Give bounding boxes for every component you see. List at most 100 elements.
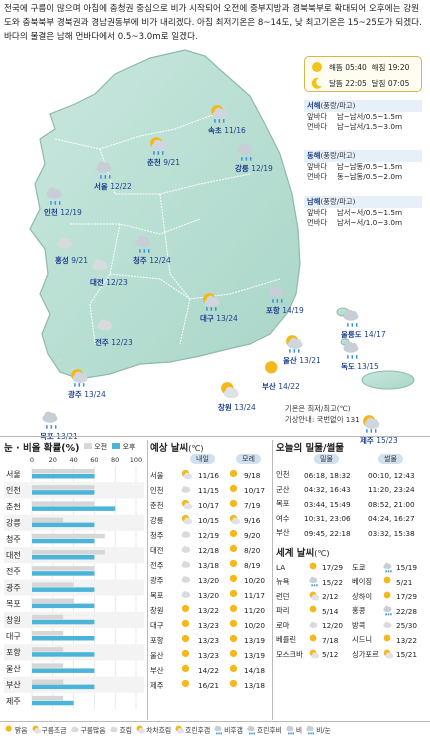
forecast-row: 대전 12/18 8/20 xyxy=(150,543,265,558)
sea-row-value: 동~남동/0.5~2.0m xyxy=(337,172,403,181)
tide-city: 인천 xyxy=(276,470,290,480)
fc-t2: 10/20 xyxy=(244,621,266,630)
city-temp: 13/24 xyxy=(84,390,106,399)
category-label: 대구 xyxy=(6,632,21,641)
city-temp: 12/22 xyxy=(110,182,132,191)
am-bar xyxy=(32,614,64,620)
city-name: 부산 xyxy=(262,382,276,391)
sea-row-label: 먼바다 xyxy=(307,172,328,181)
sun-icon xyxy=(228,498,244,513)
sun-cloud-icon xyxy=(308,590,322,605)
tick-80: 80 xyxy=(111,456,119,464)
rain-icon xyxy=(308,575,322,590)
sea-row-value: 남서~서/1.0~3.0m xyxy=(337,218,403,227)
sun-icon xyxy=(180,618,198,633)
legend-item: 흐린후비 xyxy=(246,724,282,737)
category-label: 광주 xyxy=(6,582,21,592)
pm-label: 오후 xyxy=(122,443,136,451)
world-city: 상하이 xyxy=(352,591,373,601)
pm-bar xyxy=(32,587,95,592)
legend-item: 흐림 xyxy=(109,724,132,737)
sea-row: 먼바다 동~남동/0.5~2.0m xyxy=(304,172,422,182)
city-temp: 12/19 xyxy=(251,164,273,173)
world-temp: 15/22 xyxy=(322,577,344,587)
rain-icon xyxy=(341,338,379,362)
legend-label: 차차흐림 xyxy=(146,726,172,735)
sunset-time: 19:20 xyxy=(387,63,410,72)
world-temp: 5/12 xyxy=(322,650,339,660)
cloud-icon xyxy=(382,619,396,634)
city-temp: 9/21 xyxy=(71,256,89,265)
fc-t1: 14/22 xyxy=(198,666,220,675)
world-temp: 5/21 xyxy=(396,577,413,587)
tick-100: 100 xyxy=(130,456,142,464)
fc-t1: 13/23 xyxy=(198,636,220,645)
pm-bar xyxy=(32,668,95,673)
legend-item: 구름조금 xyxy=(31,724,67,737)
sea-row: 앞바다 남~남동/0.5~1.5m xyxy=(304,162,422,172)
world-row: 뉴욕 15/22 베이징 5/21 xyxy=(276,575,417,590)
korea-map xyxy=(29,49,415,390)
forecast-table: 서울 11/16 9/18 인천 11/15 10/17 춘천 10/17 7/19 강릉 10/1… xyxy=(150,468,265,693)
am-bar xyxy=(32,566,95,571)
fc-t2: 10/17 xyxy=(244,486,266,495)
cloud-icon xyxy=(180,588,198,603)
tide-table: 인천 06:18, 18:32 00:10, 12:43 군산 04:32, 16:43… xyxy=(276,468,415,541)
world-row: LA 17/29 도쿄 15/19 xyxy=(276,561,417,576)
fc-t1: 10/17 xyxy=(198,501,220,510)
world-city: 도쿄 xyxy=(352,562,366,572)
world-row: 모스크바 5/12 싱가포르 15/21 xyxy=(276,648,417,663)
category-label: 전주 xyxy=(6,566,21,576)
sea-row-label: 앞바다 xyxy=(307,112,328,121)
fc-t2: 13/19 xyxy=(244,636,266,645)
category-label: 강릉 xyxy=(6,518,21,528)
city-name: 대전 xyxy=(90,278,104,287)
forecast-row: 춘천 10/17 7/19 xyxy=(150,498,265,513)
sunrise-time: 05:40 xyxy=(345,63,367,72)
fc-t1: 13/20 xyxy=(198,576,220,585)
am-bar xyxy=(32,695,64,701)
rain-icon xyxy=(382,561,396,576)
info-line: 기상안내: 국번없이 131 xyxy=(285,415,360,424)
forecast-row: 인천 11/15 10/17 xyxy=(150,483,265,498)
legend-label: 구름많음 xyxy=(80,726,106,735)
fc-t1: 12/18 xyxy=(198,546,220,555)
forecast-title: 예상 날씨 xyxy=(150,443,189,454)
pm-bar xyxy=(32,603,95,609)
pm-bar xyxy=(32,490,95,495)
weather-map xyxy=(0,44,430,424)
world-row: 런던 2/12 상하이 17/29 xyxy=(276,590,417,605)
am-bar xyxy=(32,533,105,539)
icon-legend: 맑음 구름조금 구름많음 흐림 차차흐림 흐린후갬 비후갬 흐린후비 비 비/눈 xyxy=(4,724,428,740)
city-name: 춘천 xyxy=(147,158,161,167)
flood-time: 10:31, 23:06 xyxy=(304,514,351,524)
sun-rain-icon xyxy=(147,134,180,158)
fc-t2: 7/19 xyxy=(244,501,261,510)
map-city-13: 창원 13/24 xyxy=(218,379,256,412)
tick-60: 60 xyxy=(90,456,98,464)
sea-head: 남해(풍랑/파고) xyxy=(304,196,422,208)
rain-icon xyxy=(133,232,171,256)
sea-head: 서해(풍랑/파고) xyxy=(304,100,422,112)
cloud-icon xyxy=(308,619,322,634)
sea-row-label: 앞바다 xyxy=(307,162,328,171)
world-city: 베이징 xyxy=(352,577,373,587)
map-city-6: 청주 12/24 xyxy=(133,232,171,265)
rain-chart: 0 20 40 60 80 100 서울인천춘천강릉청주대전전주광주목포창원대구포항울산부산… xyxy=(4,456,144,709)
sea-name: 남해 xyxy=(307,197,321,206)
world-temp: 17/29 xyxy=(322,563,344,573)
am-bar xyxy=(32,582,74,587)
tide-row: 군산 04:32, 16:43 11:20, 23:24 xyxy=(276,483,415,498)
sea-row: 먼바다 남~남서/1.5~3.0m xyxy=(304,122,422,132)
category-label: 목포 xyxy=(6,600,21,609)
legend-label: 구름조금 xyxy=(41,726,67,735)
ebb-time: 03:32, 15:38 xyxy=(368,528,415,538)
am-bar xyxy=(32,550,105,555)
rain-icon xyxy=(235,140,273,164)
legend-item: 비/눈 xyxy=(305,724,331,737)
sun-icon xyxy=(228,483,244,498)
tide-row: 여수 10:31, 23:06 04:24, 16:27 xyxy=(276,512,415,527)
sun-cloud-icon xyxy=(382,648,396,663)
pm-bar xyxy=(32,652,95,657)
sea-row: 먼바다 남서~서/1.0~3.0m xyxy=(304,218,422,228)
